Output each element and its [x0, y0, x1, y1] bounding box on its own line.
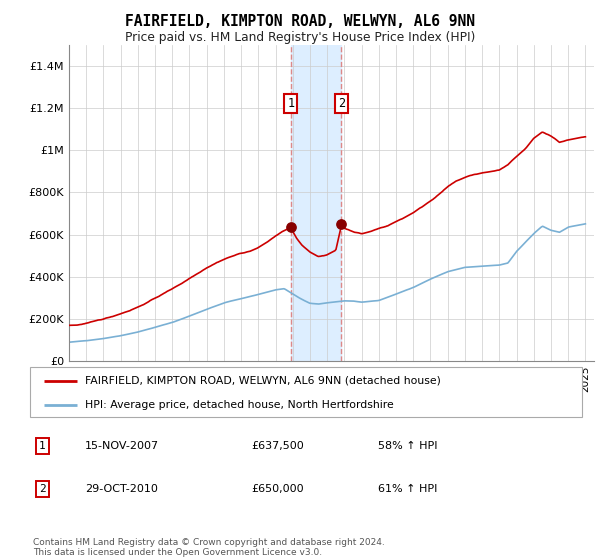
- Text: 58% ↑ HPI: 58% ↑ HPI: [378, 441, 437, 451]
- Text: 61% ↑ HPI: 61% ↑ HPI: [378, 484, 437, 494]
- FancyBboxPatch shape: [30, 367, 582, 417]
- Text: 1: 1: [39, 441, 46, 451]
- Text: 2: 2: [338, 97, 345, 110]
- Text: £650,000: £650,000: [251, 484, 304, 494]
- Point: [337, 220, 346, 228]
- Text: FAIRFIELD, KIMPTON ROAD, WELWYN, AL6 9NN (detached house): FAIRFIELD, KIMPTON ROAD, WELWYN, AL6 9NN…: [85, 376, 441, 386]
- Text: Price paid vs. HM Land Registry's House Price Index (HPI): Price paid vs. HM Land Registry's House …: [125, 31, 475, 44]
- Text: 15-NOV-2007: 15-NOV-2007: [85, 441, 160, 451]
- Text: 1: 1: [287, 97, 294, 110]
- Point: [286, 222, 296, 231]
- Text: FAIRFIELD, KIMPTON ROAD, WELWYN, AL6 9NN: FAIRFIELD, KIMPTON ROAD, WELWYN, AL6 9NN: [125, 14, 475, 29]
- Text: Contains HM Land Registry data © Crown copyright and database right 2024.
This d: Contains HM Land Registry data © Crown c…: [33, 538, 385, 557]
- Text: 29-OCT-2010: 29-OCT-2010: [85, 484, 158, 494]
- Bar: [291, 45, 341, 361]
- Text: £637,500: £637,500: [251, 441, 304, 451]
- Text: 2: 2: [39, 484, 46, 494]
- Text: HPI: Average price, detached house, North Hertfordshire: HPI: Average price, detached house, Nort…: [85, 400, 394, 409]
